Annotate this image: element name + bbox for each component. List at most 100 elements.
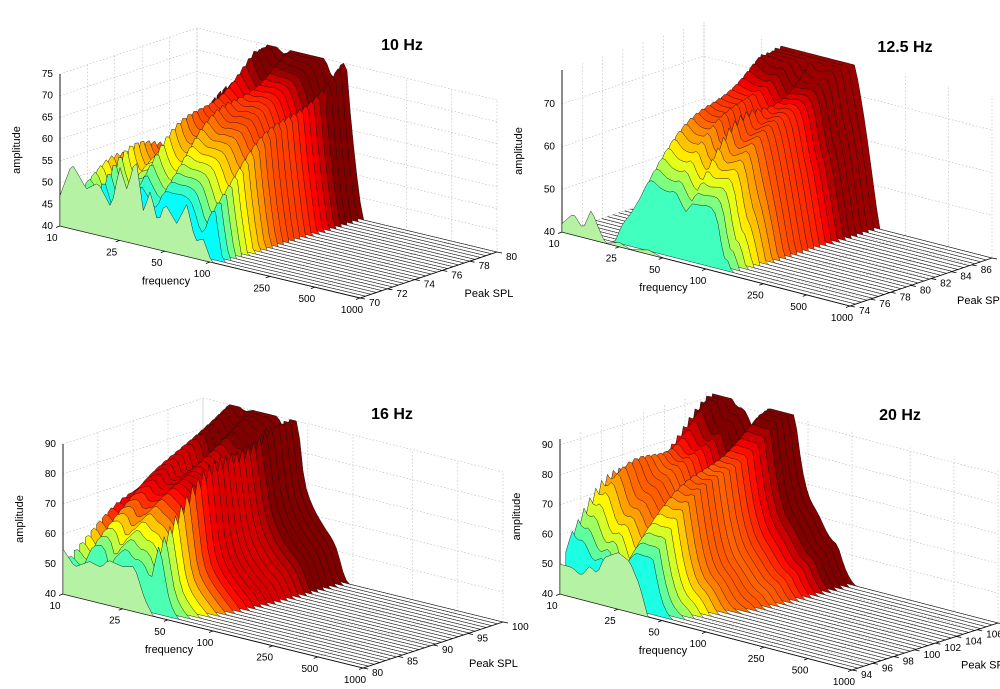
panel-title: 16 Hz	[371, 406, 413, 423]
z-tick-label: 40	[544, 227, 556, 238]
y-axis-label: Peak SPL	[469, 658, 518, 670]
x-tick-label: 100	[197, 638, 214, 649]
y-tick-label: 90	[442, 645, 454, 656]
z-tick-label: 60	[542, 529, 554, 540]
z-tick-label: 60	[45, 529, 57, 540]
y-tick-label: 98	[903, 657, 915, 668]
waterfall-panel-20hz: 40 50 60 70 80 90 10 25 50 100 250 500 1000 94 96 98 100…	[511, 392, 1000, 688]
waterfall-panel-10hz: 40 45 50 55 60 65 70 75 10 25 50 100 250 500 1000 70 72 7…	[11, 27, 518, 316]
y-tick-label: 85	[407, 657, 419, 668]
waterfall-surface	[561, 45, 993, 307]
z-tick-label: 50	[42, 178, 54, 189]
x-tick-label: 50	[648, 628, 660, 639]
panel-title: 10 Hz	[381, 37, 423, 54]
waterfall-panel-12-5hz: 40 50 60 70 10 25 50 100 250 500 1000 74 76 78 80 82 84 8…	[513, 22, 1000, 324]
x-axis-label: frequency	[142, 275, 191, 287]
y-tick-label: 102	[944, 643, 961, 654]
y-axis-label: Peak SPL	[957, 295, 1000, 307]
z-tick-label: 50	[45, 559, 57, 570]
panel-title: 12.5 Hz	[877, 39, 932, 56]
x-tick-label: 1000	[831, 313, 854, 324]
x-tick-label: 100	[690, 276, 707, 287]
waterfall-slice	[68, 544, 369, 667]
x-axis-label: frequency	[639, 282, 688, 294]
y-tick-label: 94	[861, 670, 873, 681]
y-tick-label: 74	[424, 280, 436, 291]
waterfall-slice	[85, 515, 386, 661]
x-axis-label: frequency	[145, 644, 194, 656]
waterfall-surface	[559, 393, 999, 671]
x-tick-label: 500	[792, 666, 809, 677]
x-tick-label: 25	[106, 247, 118, 258]
waterfall-surface	[59, 44, 498, 299]
z-tick-label: 70	[544, 99, 556, 110]
x-tick-label: 500	[302, 664, 319, 675]
waterfall-slice	[73, 536, 375, 665]
waterfall-slice	[79, 526, 381, 663]
waterfall-slice	[567, 180, 856, 305]
y-tick-label: 86	[981, 265, 993, 276]
y-tick-label: 100	[512, 622, 529, 633]
y-axis-label: Peak SPL	[961, 660, 1000, 672]
x-tick-label: 50	[151, 258, 163, 269]
z-tick-label: 90	[542, 440, 554, 451]
z-tick-label: 60	[42, 134, 54, 145]
z-axis-label: amplitude	[11, 126, 23, 174]
z-tick-label: 75	[42, 69, 54, 80]
x-tick-label: 250	[748, 654, 765, 665]
y-tick-label: 106	[986, 630, 1000, 641]
z-tick-label: 70	[42, 91, 54, 102]
z-tick-label: 40	[542, 589, 554, 600]
x-tick-label: 50	[154, 627, 166, 638]
y-tick-label: 78	[900, 292, 912, 303]
front-slice	[59, 163, 361, 299]
x-tick-label: 10	[548, 239, 560, 250]
y-tick-label: 76	[451, 270, 463, 281]
x-tick-label: 10	[49, 601, 61, 612]
x-tick-label: 250	[256, 653, 273, 664]
x-tick-label: 1000	[344, 675, 367, 686]
x-tick-label: 10	[46, 233, 58, 244]
z-axis-label: amplitude	[511, 493, 523, 541]
y-tick-label: 95	[477, 634, 489, 645]
y-tick-label: 100	[924, 650, 941, 661]
waterfall-panel-16hz: 40 50 60 70 80 90 10 25 50 100 250 500 1000 80 85 90 95 1…	[14, 397, 529, 686]
x-tick-label: 500	[790, 302, 807, 313]
x-tick-label: 250	[747, 291, 764, 302]
x-tick-label: 250	[253, 283, 270, 294]
z-axis-label: amplitude	[14, 495, 26, 543]
x-tick-label: 500	[299, 294, 316, 305]
x-tick-label: 25	[109, 616, 121, 627]
y-axis-label: Peak SPL	[465, 288, 514, 300]
z-tick-label: 45	[42, 199, 54, 210]
z-tick-label: 90	[45, 439, 57, 450]
y-tick-label: 76	[879, 299, 891, 310]
z-tick-label: 60	[544, 142, 556, 153]
z-tick-label: 40	[45, 589, 57, 600]
x-tick-label: 10	[546, 601, 558, 612]
z-tick-label: 40	[42, 221, 54, 232]
y-tick-label: 72	[396, 289, 408, 300]
y-tick-label: 74	[859, 306, 871, 317]
panel-title: 20 Hz	[879, 407, 921, 424]
y-tick-label: 96	[882, 663, 894, 674]
z-tick-label: 70	[542, 500, 554, 511]
y-tick-label: 82	[940, 279, 952, 290]
z-tick-label: 80	[45, 469, 57, 480]
y-tick-label: 80	[506, 252, 518, 263]
x-axis-label: frequency	[639, 645, 688, 657]
x-tick-label: 1000	[341, 305, 364, 316]
z-tick-label: 70	[45, 499, 57, 510]
x-tick-label: 50	[649, 265, 661, 276]
waterfall-surface	[62, 404, 504, 669]
y-tick-label: 104	[965, 636, 982, 647]
y-tick-label: 78	[479, 261, 491, 272]
x-tick-label: 25	[606, 254, 618, 265]
z-tick-label: 55	[42, 156, 54, 167]
z-tick-label: 80	[542, 470, 554, 481]
x-tick-label: 1000	[833, 677, 856, 688]
x-tick-label: 100	[690, 639, 707, 650]
x-tick-label: 25	[605, 616, 617, 627]
z-tick-label: 65	[42, 112, 54, 123]
z-tick-label: 50	[542, 559, 554, 570]
